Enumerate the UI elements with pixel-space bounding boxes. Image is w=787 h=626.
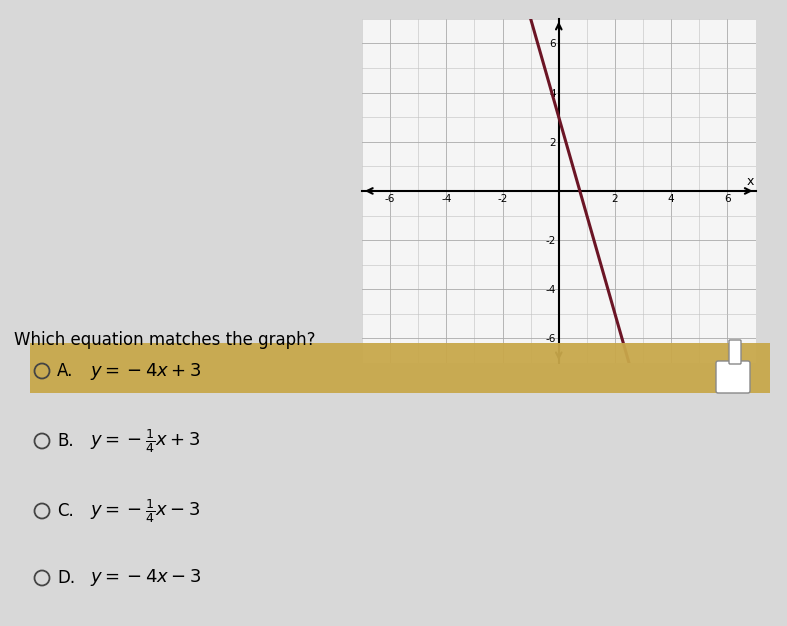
Text: x: x bbox=[746, 175, 754, 188]
Text: $y = -\frac{1}{4}x + 3$: $y = -\frac{1}{4}x + 3$ bbox=[90, 427, 201, 455]
Text: Which equation matches the graph?: Which equation matches the graph? bbox=[14, 331, 316, 349]
FancyBboxPatch shape bbox=[729, 340, 741, 364]
Text: $y = -\frac{1}{4}x - 3$: $y = -\frac{1}{4}x - 3$ bbox=[90, 497, 201, 525]
FancyBboxPatch shape bbox=[30, 343, 770, 393]
Text: $y = -4x - 3$: $y = -4x - 3$ bbox=[90, 568, 201, 588]
Text: C.: C. bbox=[57, 502, 74, 520]
Text: $y = -4x + 3$: $y = -4x + 3$ bbox=[90, 361, 201, 381]
Text: B.: B. bbox=[57, 432, 74, 450]
FancyBboxPatch shape bbox=[716, 361, 750, 393]
Text: D.: D. bbox=[57, 569, 75, 587]
Text: A.: A. bbox=[57, 362, 73, 380]
